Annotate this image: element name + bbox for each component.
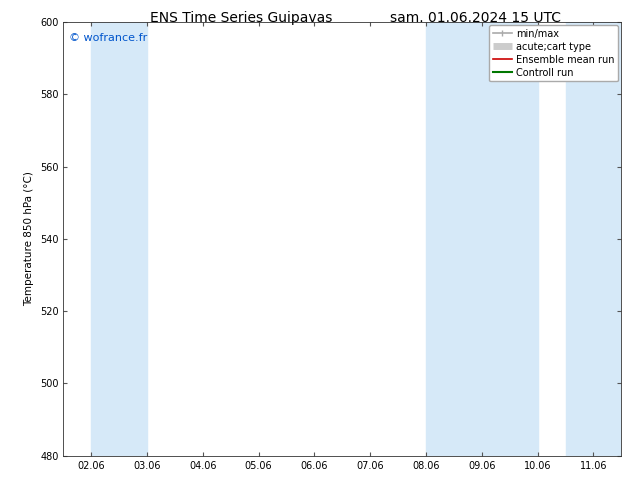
Text: sam. 01.06.2024 15 UTC: sam. 01.06.2024 15 UTC: [390, 11, 561, 25]
Text: ENS Time Series Guipavas: ENS Time Series Guipavas: [150, 11, 332, 25]
Legend: min/max, acute;cart type, Ensemble mean run, Controll run: min/max, acute;cart type, Ensemble mean …: [489, 25, 618, 81]
Y-axis label: Temperature 850 hPa (°C): Temperature 850 hPa (°C): [24, 172, 34, 306]
Text: © wofrance.fr: © wofrance.fr: [69, 33, 147, 43]
Bar: [566, 22, 621, 456]
Bar: [91, 22, 147, 456]
Bar: [426, 22, 538, 456]
